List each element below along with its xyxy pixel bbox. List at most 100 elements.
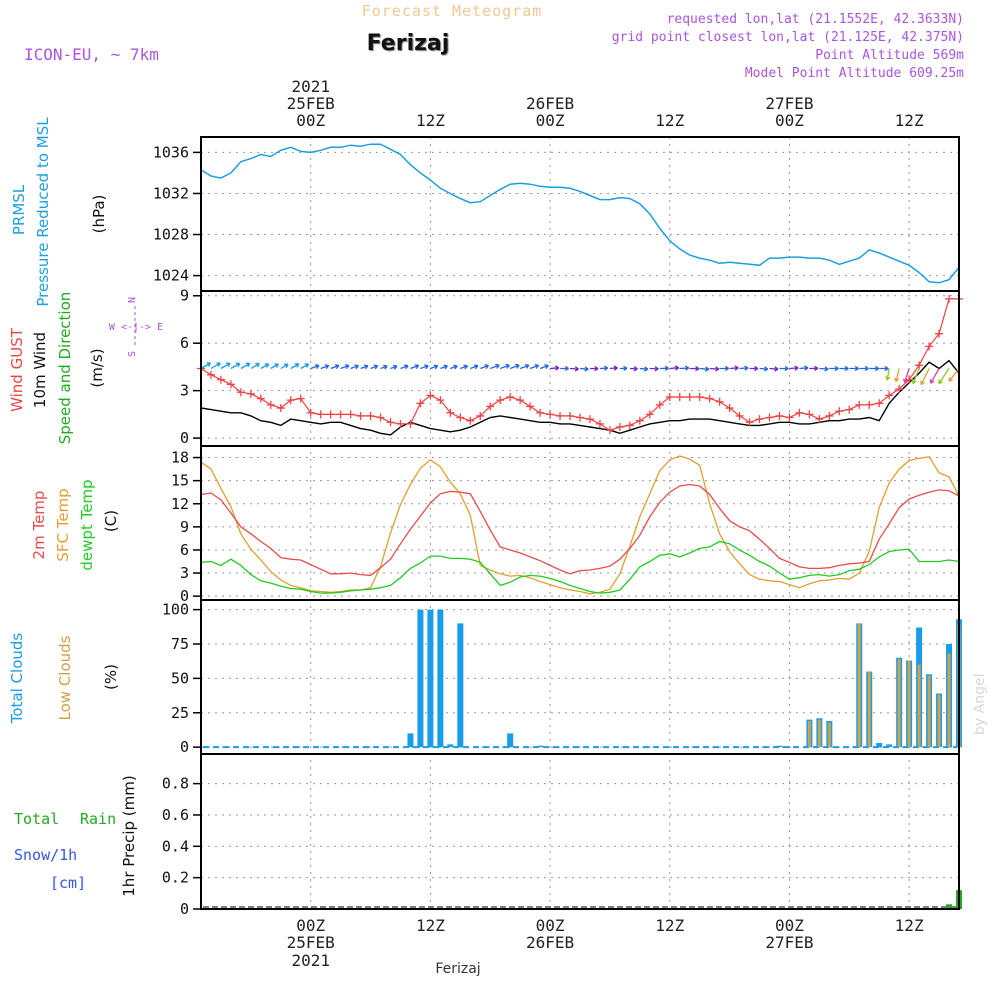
clouds-total-label: Total Clouds [8,633,26,725]
wind-direction-arrow [200,362,212,370]
wind-direction-arrow [729,365,739,371]
gust-marker [456,413,465,422]
time-axis-labels: 202125FEB00Z00Z25FEB202112Z12Z26FEB00Z00… [153,77,924,970]
bottom-hour-label: 12Z [416,916,445,935]
wind-10m-line [200,359,960,436]
wind-direction-arrow [609,365,618,371]
wind-direction-arrow [560,365,569,372]
temp-2m-label: 2m Temp [30,491,48,560]
wind-direction-arrow [430,364,439,370]
gust-marker [895,385,904,394]
low-cloud-bar [827,722,831,748]
gust-marker [885,391,894,400]
clouds-ytick-label: 25 [171,704,189,722]
gust-marker [526,402,535,411]
pressure-line [200,143,960,284]
gust-marker [655,400,664,409]
total-cloud-bar [447,744,454,748]
gust-marker [815,415,824,424]
wind-ytick-label: 6 [180,334,189,352]
gust-marker [775,411,784,420]
temp-sfc-label: SFC Temp [54,488,72,561]
gust-marker [346,410,355,419]
wind-direction-arrow [589,365,599,372]
gust-marker [486,402,495,411]
gust-marker [256,394,265,403]
sfc-temp-line [200,455,960,595]
clouds-ytick-label: 50 [171,669,189,687]
wind-direction-arrow [220,362,231,370]
wind-direction-arrow [550,365,560,371]
gust-marker [935,329,944,338]
precip-total-label: Total [14,810,59,828]
wind-direction-arrow [420,364,429,370]
wind-direction-arrow [649,366,659,372]
wind-direction-arrow [819,366,829,372]
pressure-unit-label: (hPa) [90,195,108,234]
gust-marker [585,415,594,424]
wind-direction-arrow [689,366,700,372]
precip-snow-label: Snow/1h [14,846,77,864]
gust-marker [216,375,225,384]
precip-snow-unit-label: [cm] [50,874,86,892]
gust-marker [805,410,814,419]
pressure-ytick-label: 1032 [153,184,189,202]
top-date-label: 27FEB [765,94,813,113]
gust-marker [625,421,634,430]
wind-direction-arrow [260,363,270,370]
wind-direction-arrow [240,362,251,370]
gust-marker [645,410,654,419]
gust-line [200,298,959,431]
wind-direction-arrow [809,365,819,371]
gust-marker [266,400,275,409]
wind-direction-arrow [410,364,420,370]
header-location: Ferizaj [367,31,450,56]
wind-ytick-label: 9 [180,287,189,305]
wind-direction-arrow [360,364,369,370]
wind-direction-arrow [270,363,279,370]
gust-marker [276,404,285,413]
header-requested: requested lon,lat (21.1552E, 42.3633N) [667,12,964,27]
wind-ytick-label: 3 [180,382,189,400]
pressure-name-label: PRMSL [10,184,28,235]
total-cloud-bar [457,623,464,748]
gust-marker [735,411,744,420]
wind-direction-arrow [839,365,849,372]
gust-marker [945,294,954,303]
plot-area [197,143,963,909]
gust-marker [226,380,235,389]
wind-direction-arrow [779,365,789,372]
wind-direction-arrow [789,365,799,371]
top-hour-label: 12Z [416,111,445,130]
precip-panel-frame [200,753,960,910]
gust-marker [685,392,694,401]
wind-direction-arrow [911,368,920,385]
gust-marker [516,396,525,405]
wind-direction-arrow [869,365,880,372]
wind-direction-arrow [499,363,510,370]
gust-marker [496,396,505,405]
wind-direction-arrow [210,362,221,370]
low-cloud-bar [867,671,871,748]
gust-marker [536,408,545,417]
low-cloud-bar [897,659,901,748]
wind-direction-arrow [480,364,490,370]
footer-location: Ferizaj [435,961,480,977]
wind-direction-arrow [450,364,458,370]
gust-marker [386,418,395,427]
gust-marker [376,413,385,422]
gust-marker [595,419,604,428]
watermark: by Angel [972,674,988,735]
header-point-altitude: Point Altitude 569m [815,48,964,63]
dewpt-line [200,540,960,594]
gust-marker [476,411,485,420]
gust-marker [755,415,764,424]
gust-marker [605,426,614,435]
low-cloud-bar [937,694,941,748]
gust-marker [745,418,754,427]
gust-marker [236,388,245,397]
wind-ytick-label: 0 [180,429,189,447]
temp-ytick-label: 12 [171,495,189,513]
wind-direction-arrow [400,364,409,370]
clouds-ytick-label: 0 [180,738,189,756]
